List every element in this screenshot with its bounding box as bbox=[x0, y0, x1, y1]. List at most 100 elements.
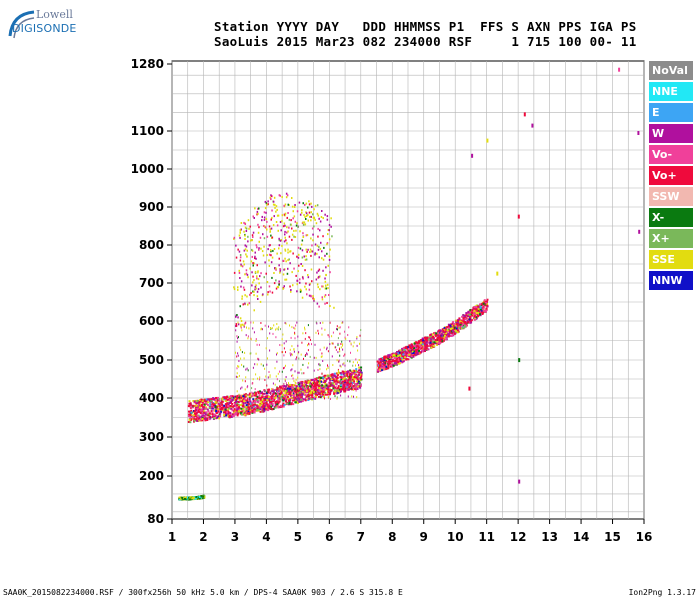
echo-point bbox=[281, 220, 283, 223]
echo-point bbox=[271, 327, 273, 330]
echo-point bbox=[247, 303, 249, 306]
echo-point bbox=[350, 382, 352, 385]
echo-point bbox=[331, 382, 334, 385]
echo-point bbox=[314, 343, 316, 346]
echo-point bbox=[397, 353, 400, 356]
echo-point bbox=[270, 396, 273, 399]
echo-point bbox=[255, 373, 257, 376]
echo-point bbox=[429, 334, 432, 336]
echo-point bbox=[442, 333, 445, 336]
echo-point bbox=[300, 368, 302, 371]
echo-point bbox=[204, 417, 207, 420]
echo-point bbox=[302, 277, 304, 280]
echo-point bbox=[252, 378, 254, 381]
echo-point bbox=[277, 401, 280, 404]
echo-point bbox=[422, 346, 425, 349]
echo-point bbox=[465, 312, 468, 315]
echo-point bbox=[387, 364, 390, 366]
echo-point bbox=[236, 314, 238, 316]
echo-point bbox=[277, 328, 279, 331]
echo-point bbox=[439, 341, 442, 344]
echo-point bbox=[270, 234, 272, 237]
echo-point bbox=[312, 213, 314, 216]
echo-point bbox=[376, 363, 379, 366]
y-tick-label: 900 bbox=[139, 200, 164, 214]
echo-point bbox=[304, 223, 307, 226]
echo-point bbox=[309, 388, 311, 391]
echo-point bbox=[288, 400, 291, 403]
echo-point bbox=[285, 278, 288, 281]
echo-point bbox=[441, 334, 444, 337]
echo-point bbox=[326, 242, 329, 245]
echo-point bbox=[236, 395, 238, 398]
echo-point bbox=[280, 328, 281, 331]
echo-point bbox=[252, 366, 254, 369]
echo-point bbox=[246, 412, 249, 415]
echo-point bbox=[271, 291, 274, 294]
echo-point bbox=[297, 270, 299, 273]
echo-point bbox=[408, 344, 411, 347]
echo-point bbox=[433, 338, 436, 341]
echo-point bbox=[413, 345, 416, 348]
echo-point bbox=[358, 384, 361, 387]
echo-point bbox=[283, 404, 286, 406]
x-tick-label: 15 bbox=[604, 530, 621, 544]
echo-point bbox=[451, 334, 454, 337]
echo-point bbox=[268, 371, 270, 373]
echo-point bbox=[401, 353, 403, 356]
echo-point bbox=[353, 377, 356, 380]
echo-point bbox=[250, 393, 252, 396]
echo-point bbox=[486, 298, 489, 301]
echo-point bbox=[355, 386, 358, 389]
echo-point bbox=[319, 220, 322, 223]
echo-point bbox=[236, 402, 238, 405]
echo-point bbox=[292, 284, 294, 287]
echo-point bbox=[247, 235, 249, 238]
echo-point bbox=[416, 345, 419, 348]
echo-point bbox=[212, 406, 215, 409]
echo-point bbox=[455, 327, 458, 330]
echo-point bbox=[295, 358, 297, 361]
echo-point bbox=[385, 356, 388, 359]
echo-point bbox=[303, 383, 306, 386]
echo-point bbox=[276, 224, 279, 227]
echo-point bbox=[244, 273, 246, 276]
echo-point bbox=[404, 356, 407, 359]
echo-point bbox=[269, 290, 271, 293]
echo-point bbox=[480, 309, 483, 312]
echo-point bbox=[388, 356, 391, 359]
echo-point bbox=[305, 354, 307, 356]
echo-point bbox=[322, 360, 324, 362]
echo-point bbox=[356, 337, 358, 340]
echo-point bbox=[272, 203, 275, 206]
echo-point bbox=[244, 238, 246, 240]
echo-point bbox=[268, 325, 269, 328]
echo-point bbox=[295, 388, 298, 391]
echo-point bbox=[235, 406, 238, 409]
echo-point bbox=[444, 334, 446, 337]
echo-point bbox=[217, 405, 219, 408]
echo-point bbox=[285, 376, 287, 378]
echo-point bbox=[271, 209, 273, 212]
echo-point bbox=[472, 306, 475, 309]
echo-point bbox=[251, 239, 253, 242]
echo-point bbox=[247, 219, 250, 222]
echo-point bbox=[411, 352, 413, 355]
echo-point bbox=[390, 355, 393, 358]
echo-point bbox=[258, 378, 260, 381]
echo-point bbox=[204, 407, 207, 410]
echo-point bbox=[327, 364, 328, 367]
echo-point bbox=[355, 376, 358, 379]
echo-point bbox=[202, 495, 205, 498]
echo-point bbox=[196, 400, 199, 403]
echo-point bbox=[343, 372, 346, 375]
echo-point bbox=[421, 343, 424, 346]
echo-point bbox=[227, 403, 230, 406]
echo-point bbox=[291, 394, 293, 397]
echo-point bbox=[258, 403, 261, 406]
echo-point bbox=[254, 394, 256, 397]
echo-point bbox=[287, 385, 290, 388]
echo-point bbox=[197, 419, 200, 422]
echo-point bbox=[471, 153, 474, 158]
echo-point bbox=[317, 391, 320, 394]
